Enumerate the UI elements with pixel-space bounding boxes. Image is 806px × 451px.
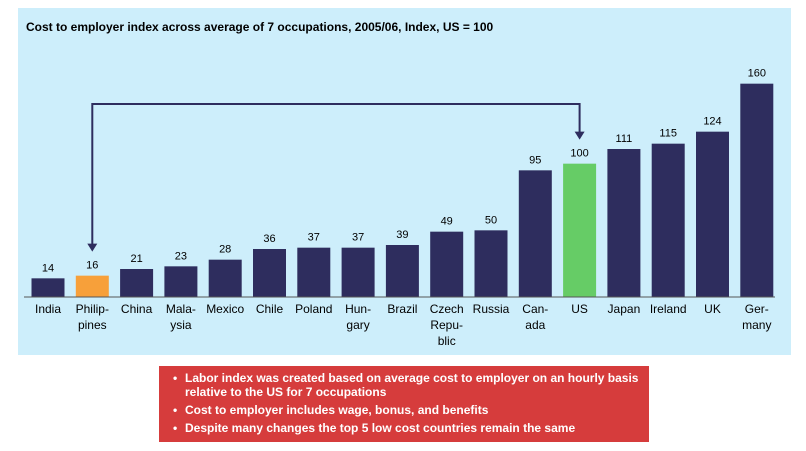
data-label: 95 xyxy=(529,154,541,166)
category-label: Hun-gary xyxy=(345,302,371,332)
data-label: 28 xyxy=(219,244,231,256)
category-label: Czech Repu-blic xyxy=(430,302,464,348)
category-label: China xyxy=(121,302,153,316)
bar xyxy=(164,266,198,297)
category-label: UK xyxy=(704,302,721,316)
chart-title: Cost to employer index across average of… xyxy=(26,20,494,34)
category-label: Philip-pines xyxy=(76,302,109,332)
category-label: Mexico xyxy=(206,302,244,316)
bar xyxy=(120,269,154,297)
bar xyxy=(740,83,774,297)
category-label: US xyxy=(571,302,588,316)
data-label: 37 xyxy=(352,232,364,244)
bar xyxy=(651,143,685,297)
data-label: 23 xyxy=(175,250,187,262)
bar xyxy=(696,131,729,297)
notes-box: Labor index was created based on average… xyxy=(159,366,649,442)
category-label: Brazil xyxy=(387,302,417,316)
bar xyxy=(518,170,552,297)
category-label: Japan xyxy=(608,302,641,316)
bar xyxy=(607,149,641,297)
category-label: Poland xyxy=(295,302,332,316)
arrowhead-philippines xyxy=(87,243,98,252)
note-item: Despite many changes the top 5 low cost … xyxy=(173,421,639,435)
data-label: 115 xyxy=(659,128,677,140)
category-label: India xyxy=(35,302,61,316)
arrowhead-us xyxy=(574,131,585,140)
data-label: 50 xyxy=(485,214,497,226)
chart-panel: Cost to employer index across average of… xyxy=(18,8,791,355)
data-label: 37 xyxy=(308,232,320,244)
bar xyxy=(430,231,464,297)
bar xyxy=(297,247,331,297)
bar xyxy=(385,245,419,297)
bar xyxy=(341,247,375,297)
bar xyxy=(563,163,597,297)
data-label: 49 xyxy=(441,216,453,228)
annotation-arrow xyxy=(91,103,581,250)
bar xyxy=(208,259,242,297)
data-label: 111 xyxy=(616,133,633,145)
note-item: Labor index was created based on average… xyxy=(173,371,639,399)
category-label: Chile xyxy=(256,302,284,316)
bar xyxy=(31,278,65,297)
data-label: 21 xyxy=(130,253,142,265)
bar-chart: 14 India 16 Philip-pines 21 China 23 Mala-ysia 2… xyxy=(24,68,775,348)
data-label: 16 xyxy=(86,260,98,272)
data-label: 36 xyxy=(263,233,275,245)
category-label: Mala-ysia xyxy=(166,302,196,332)
data-label: 124 xyxy=(703,116,721,128)
note-item: Cost to employer includes wage, bonus, a… xyxy=(173,403,639,417)
data-label: 100 xyxy=(570,148,588,160)
category-label: Ger-many xyxy=(742,302,771,332)
bar xyxy=(474,230,508,297)
data-label: 160 xyxy=(748,68,766,80)
data-label: 39 xyxy=(396,229,408,241)
bar xyxy=(75,275,109,297)
category-label: Can-ada xyxy=(522,302,548,332)
data-label: 14 xyxy=(42,262,54,274)
category-label: Ireland xyxy=(650,302,687,316)
bar xyxy=(253,249,286,297)
category-label: Russia xyxy=(473,302,510,316)
